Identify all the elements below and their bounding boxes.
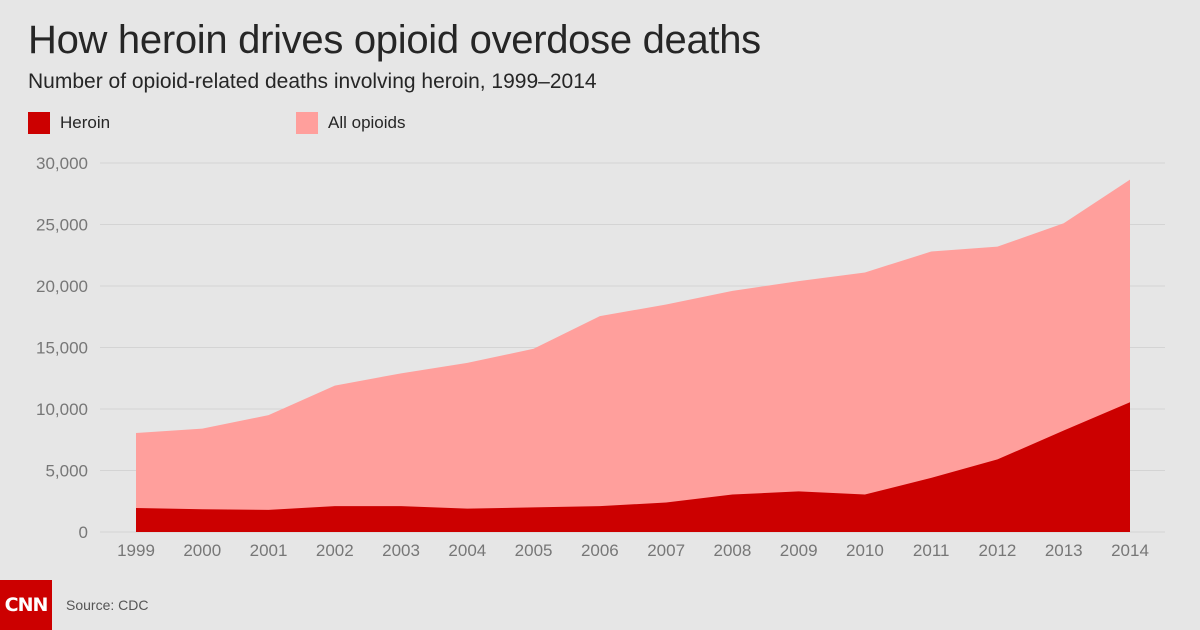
chart-subtitle: Number of opioid-related deaths involvin…: [28, 70, 597, 93]
y-tick-label-25000: 25,000: [36, 216, 88, 235]
x-tick-label-2004: 2004: [448, 541, 486, 560]
x-tick-label-1999: 1999: [117, 541, 155, 560]
x-tick-label-2005: 2005: [515, 541, 553, 560]
source-note: Source: CDC: [66, 597, 149, 613]
legend: Heroin All opioids: [28, 112, 564, 134]
area-heroin: [136, 402, 1130, 532]
area-all-opioids: [136, 179, 1130, 533]
legend-item-all-opioids: All opioids: [296, 112, 564, 134]
cnn-logo: CNN: [0, 580, 52, 630]
x-tick-label-2010: 2010: [846, 541, 884, 560]
y-tick-label-30000: 30,000: [36, 154, 88, 173]
y-tick-label-0: 0: [79, 523, 88, 542]
x-tick-label-2006: 2006: [581, 541, 619, 560]
legend-label-heroin: Heroin: [60, 113, 111, 132]
x-tick-label-2007: 2007: [647, 541, 685, 560]
footer: CNN Source: CDC: [0, 580, 148, 630]
legend-swatch-all-opioids: [296, 112, 318, 134]
x-tick-label-2002: 2002: [316, 541, 354, 560]
y-tick-label-10000: 10,000: [36, 400, 88, 419]
legend-label-all-opioids: All opioids: [328, 113, 406, 132]
legend-swatch-heroin: [28, 112, 50, 134]
x-tick-label-2014: 2014: [1111, 541, 1149, 560]
x-tick-label-2000: 2000: [183, 541, 221, 560]
x-tick-label-2009: 2009: [780, 541, 818, 560]
x-tick-label-2013: 2013: [1045, 541, 1083, 560]
chart-title: How heroin drives opioid overdose deaths: [28, 18, 761, 62]
y-tick-label-20000: 20,000: [36, 277, 88, 296]
x-tick-label-2011: 2011: [913, 541, 950, 560]
x-tick-label-2012: 2012: [979, 541, 1017, 560]
x-tick-label-2008: 2008: [713, 541, 751, 560]
x-tick-label-2001: 2001: [250, 541, 288, 560]
y-tick-label-15000: 15,000: [36, 339, 88, 358]
x-tick-label-2003: 2003: [382, 541, 420, 560]
legend-item-heroin: Heroin: [28, 112, 296, 134]
y-tick-label-5000: 5,000: [45, 462, 88, 481]
